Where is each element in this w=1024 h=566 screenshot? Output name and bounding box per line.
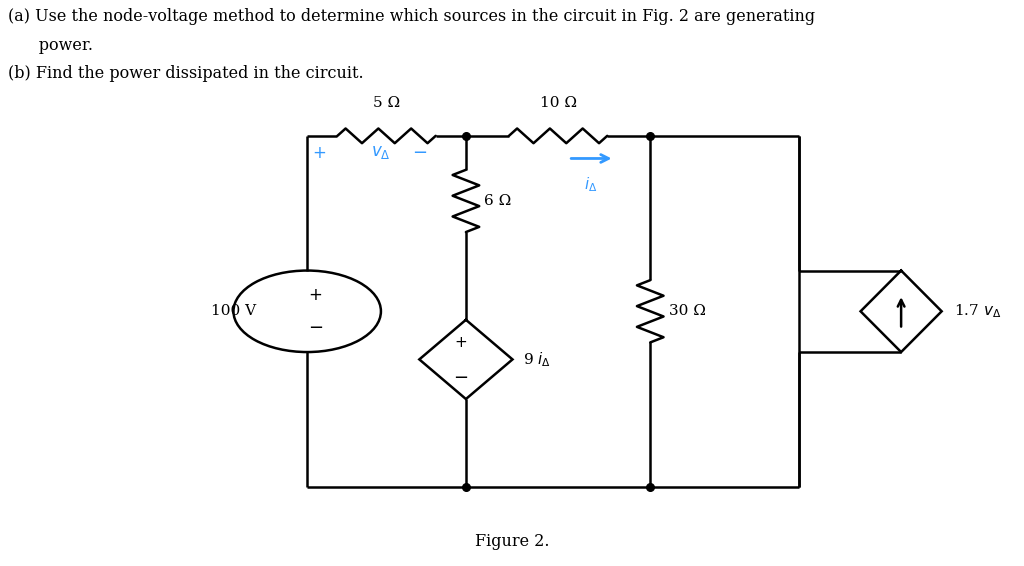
- Text: Figure 2.: Figure 2.: [475, 533, 549, 550]
- Text: −: −: [454, 369, 468, 387]
- Text: power.: power.: [8, 37, 93, 54]
- Text: 10 Ω: 10 Ω: [540, 96, 577, 110]
- Text: 5 Ω: 5 Ω: [373, 96, 400, 110]
- Text: $i_\Delta$: $i_\Delta$: [584, 175, 598, 194]
- Text: +: +: [308, 286, 323, 305]
- Text: 6 Ω: 6 Ω: [484, 194, 512, 208]
- Text: +: +: [312, 144, 327, 162]
- Text: 30 Ω: 30 Ω: [669, 305, 706, 318]
- Text: (a) Use the node-voltage method to determine which sources in the circuit in Fig: (a) Use the node-voltage method to deter…: [8, 8, 815, 25]
- Text: −: −: [308, 319, 323, 337]
- Text: (b) Find the power dissipated in the circuit.: (b) Find the power dissipated in the cir…: [8, 65, 364, 82]
- Text: −: −: [413, 144, 427, 162]
- Text: $v_\Delta$: $v_\Delta$: [371, 144, 391, 161]
- Text: 9 $i_\Delta$: 9 $i_\Delta$: [523, 350, 551, 369]
- Text: 1.7 $v_\Delta$: 1.7 $v_\Delta$: [954, 302, 1001, 320]
- Text: 100 V: 100 V: [211, 305, 256, 318]
- Text: +: +: [455, 335, 467, 350]
